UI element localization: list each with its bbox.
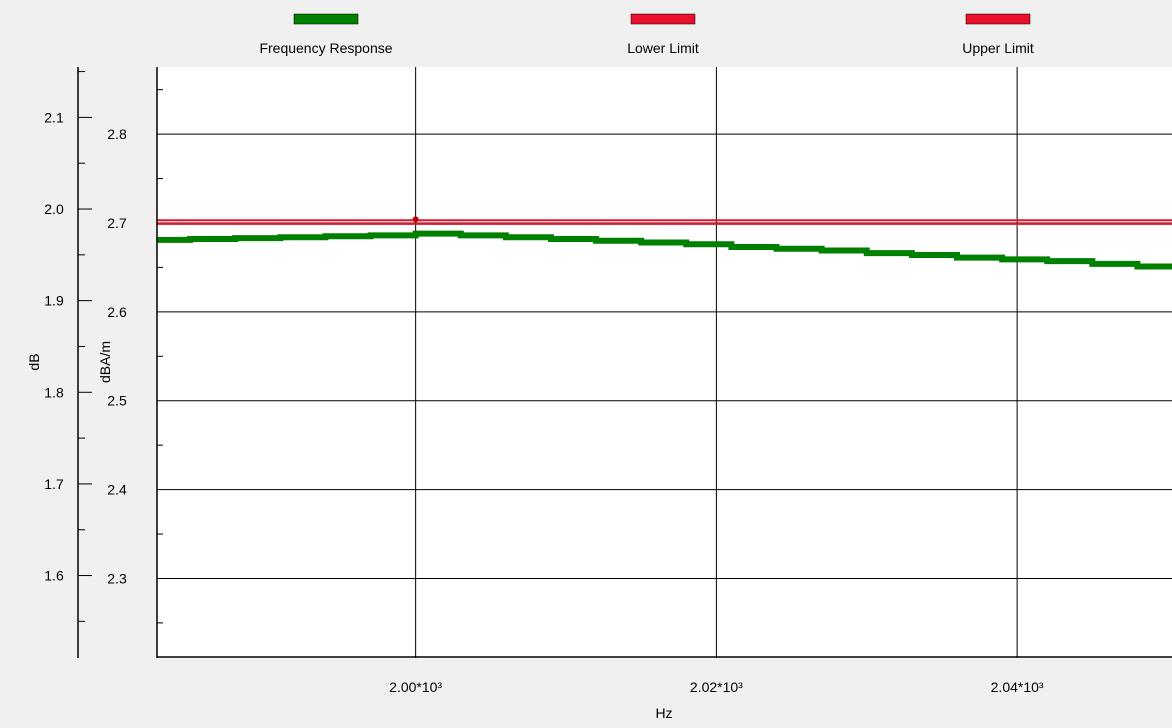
- axes: 2.00*10³ 2.02*10³ 2.04*10³ 2.3 2.4 2.5 2.6 2.7 2…: [44, 71, 1044, 695]
- legend-label: Frequency Response: [259, 40, 392, 56]
- legend-swatch: [965, 13, 1031, 25]
- right-y-tick-label: 2.3: [107, 570, 127, 586]
- plot-area: [157, 67, 1172, 658]
- left-y-tick-label: 1.6: [44, 568, 64, 584]
- frequency-response-line: [157, 230, 1172, 270]
- grid: [157, 67, 1172, 658]
- x-axis-title: Hz: [655, 705, 672, 721]
- right-y-tick-label: 2.8: [107, 126, 127, 142]
- legend-swatch: [293, 13, 359, 25]
- right-y-tick-label: 2.4: [107, 482, 127, 498]
- legend-label: Upper Limit: [962, 40, 1034, 56]
- legend-label: Lower Limit: [627, 40, 699, 56]
- left-y-tick-label: 1.9: [44, 293, 64, 309]
- left-y-tick-label: 1.8: [44, 384, 64, 400]
- left-y-tick-label: 2.1: [44, 109, 64, 125]
- right-y-tick-label: 2.5: [107, 393, 127, 409]
- left-y-tick-label: 2.0: [44, 201, 64, 217]
- left-y-tick-label: 1.7: [44, 476, 64, 492]
- legend-swatch: [630, 13, 696, 25]
- y-axis-title-right: dBA/m: [97, 341, 113, 383]
- series-layer: [157, 216, 1172, 270]
- right-y-tick-label: 2.7: [107, 215, 127, 231]
- x-tick-label: 2.04*10³: [991, 679, 1044, 695]
- right-y-tick-label: 2.6: [107, 304, 127, 320]
- y-axis-title-left: dB: [26, 353, 42, 370]
- legend: Frequency Response Lower Limit Upper Limit: [259, 13, 1034, 56]
- x-tick-label: 2.00*10³: [389, 679, 442, 695]
- x-tick-label: 2.02*10³: [690, 679, 743, 695]
- data-point-marker: [412, 216, 419, 223]
